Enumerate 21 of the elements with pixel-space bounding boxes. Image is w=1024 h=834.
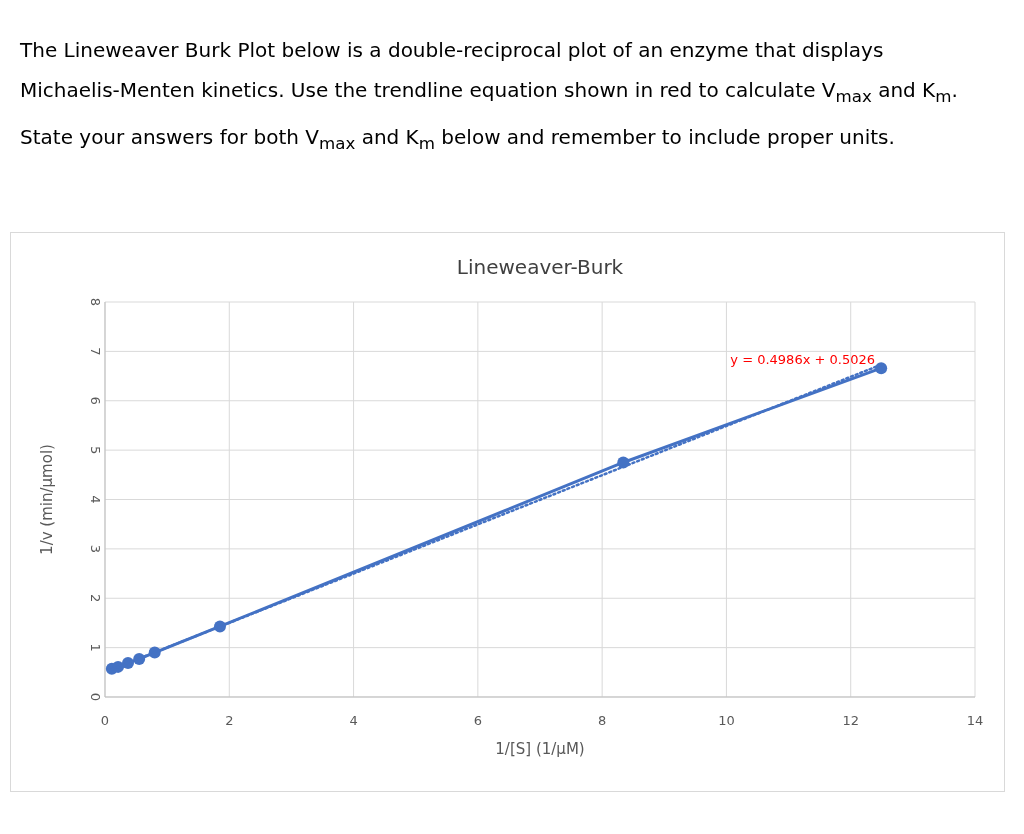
y-tick-label: 3 [88, 544, 103, 554]
x-tick-label: 14 [966, 713, 984, 728]
annotation: y = 0.4986x + 0.5026 [730, 352, 875, 367]
y-tick-label: 6 [88, 396, 103, 405]
x-tick-label: 8 [598, 713, 607, 728]
y-tick-label: 5 [88, 445, 103, 455]
x-axis-title: 1/[S] (1/µM) [495, 740, 585, 758]
x-tick-label: 6 [473, 713, 482, 728]
x-tick-label: 4 [349, 713, 358, 728]
y-axis-title: 1/v (min/µmol) [38, 444, 56, 555]
y-tick-label: 7 [88, 347, 103, 356]
y-tick-label: 0 [88, 692, 103, 702]
x-tick-label: 2 [225, 713, 234, 728]
y-tick-label: 8 [88, 297, 103, 307]
y-tick-label: 4 [88, 495, 103, 504]
text: The Lineweaver Burk Plot below is a double-reciprocal plot of an enzyme that displays Michaelis-Menten kinetics. Use the trendline equation shown in red to calculate V$_{max}$ and K$_{m}$. State your answers for both V$_{max}$ and K$_{m}$ below and remember to include proper units. [20, 38, 958, 153]
chart-title: Lineweaver-Burk [456, 255, 624, 279]
x-tick-label: 10 [718, 713, 735, 728]
y-tick-label: 2 [88, 594, 103, 603]
y-tick-label: 1 [88, 643, 103, 652]
x-tick-label: 12 [842, 713, 859, 728]
